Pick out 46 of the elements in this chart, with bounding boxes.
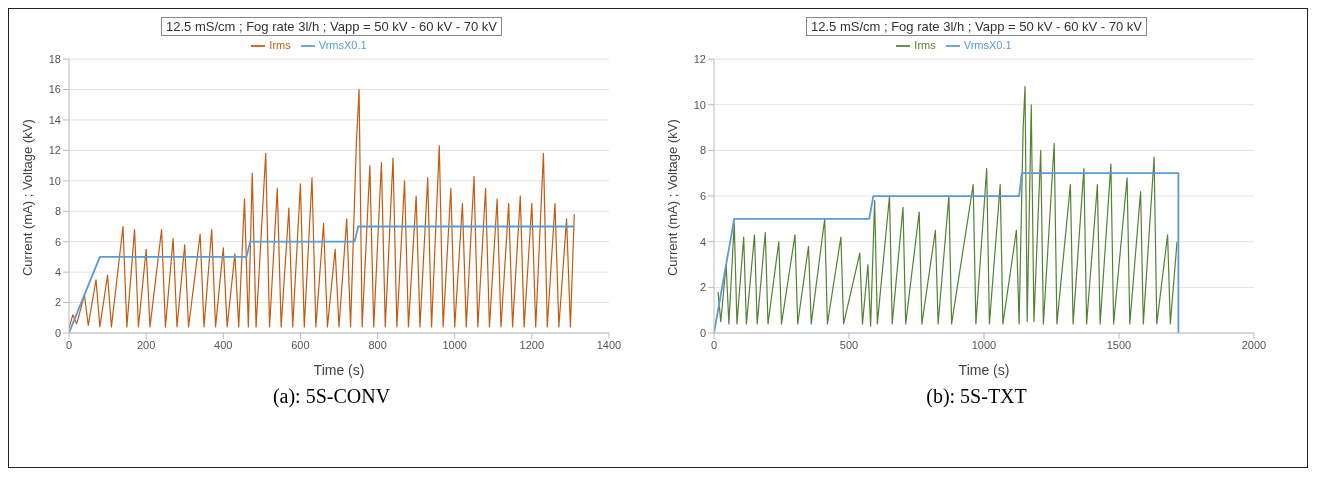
y-tick-label: 10 [693, 98, 706, 111]
x-axis-title: Time (s) [958, 362, 1010, 378]
y-tick-label: 10 [48, 174, 61, 187]
y-tick-label: 6 [54, 235, 61, 248]
legend-label: Irms [914, 39, 936, 51]
legend-label: Irms [269, 39, 291, 51]
y-tick-label: 0 [54, 326, 61, 339]
chart-title: 12.5 mS/cm ; Fog rate 3l/h ; Vapp = 50 kV - 60 kV - 70 kV [160, 17, 503, 36]
x-tick-label: 1400 [596, 338, 622, 351]
y-tick-label: 14 [48, 113, 61, 126]
text: (b): 5S-TXT [925, 385, 1028, 408]
x-tick-label: 1000 [442, 338, 467, 351]
x-tick-label: 1500 [1106, 338, 1132, 351]
line-series [714, 172, 1180, 333]
line-series [717, 85, 1178, 327]
y-tick-label: 12 [48, 144, 61, 157]
legend-label: VrmsX0.1 [318, 39, 367, 51]
x-tick-label: 400 [214, 338, 233, 351]
y-tick-label: 6 [699, 189, 706, 202]
x-tick-label: 2000 [1241, 338, 1267, 351]
x-tick-label: 500 [839, 338, 859, 351]
y-tick-label: 18 [48, 53, 61, 65]
y-tick-label: 16 [48, 83, 61, 96]
y-tick-label: 4 [54, 266, 61, 279]
x-tick-label: 0 [65, 338, 73, 351]
y-tick-label: 2 [54, 296, 61, 309]
y-tick-label: 8 [699, 144, 706, 157]
x-axis-title: Time (s) [313, 362, 365, 378]
legend-label: VrmsX0.1 [963, 39, 1012, 51]
chart-title: 12.5 mS/cm ; Fog rate 3l/h ; Vapp = 50 kV - 60 kV - 70 kV [805, 17, 1148, 36]
y-tick-label: 12 [693, 53, 706, 65]
x-tick-label: 800 [368, 338, 387, 351]
x-tick-label: 600 [291, 338, 310, 351]
x-tick-label: 1000 [971, 338, 997, 351]
line-series [69, 225, 576, 333]
x-tick-label: 200 [136, 338, 156, 351]
y-tick-label: 8 [54, 205, 61, 218]
x-tick-label: 1200 [519, 338, 545, 351]
x-tick-label: 0 [710, 338, 718, 351]
y-axis-title: Current (mA) ; Voltage (kV) [664, 119, 680, 277]
text: (a): 5S-CONV [271, 385, 392, 408]
y-tick-label: 0 [699, 326, 706, 339]
y-tick-label: 4 [699, 235, 706, 248]
line-series [69, 88, 575, 330]
y-axis-title: Current (mA) ; Voltage (kV) [19, 119, 35, 277]
y-tick-label: 2 [699, 281, 706, 294]
